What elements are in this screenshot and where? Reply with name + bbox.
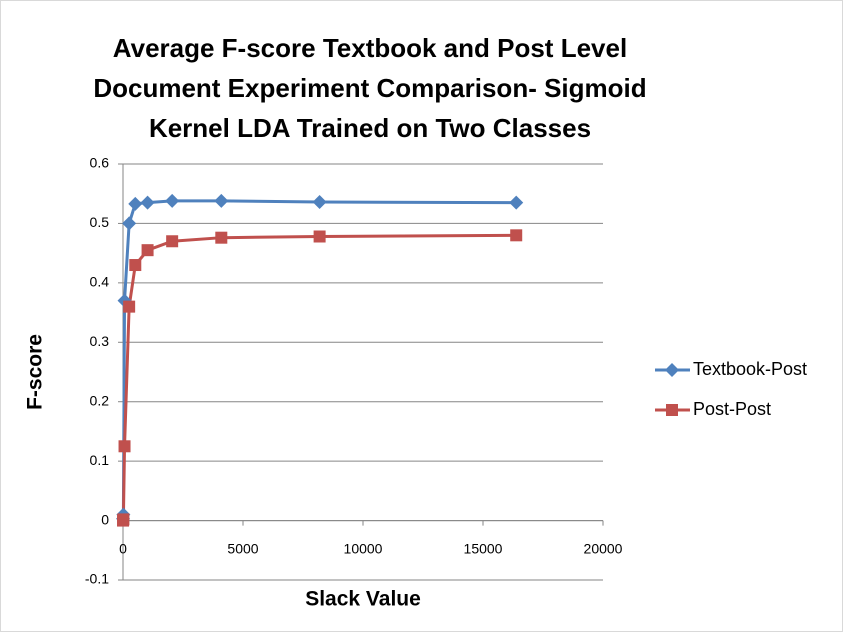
x-tick-label: 0 <box>119 540 127 556</box>
y-tick-label: 0.3 <box>90 333 110 349</box>
y-tick-label: 0.1 <box>90 452 110 468</box>
data-point <box>215 231 228 244</box>
data-point <box>166 235 179 248</box>
x-tick-label: 10000 <box>344 540 383 556</box>
data-point <box>118 440 131 453</box>
data-point <box>122 216 137 231</box>
x-tick-label: 15000 <box>464 540 503 556</box>
data-point <box>141 244 154 257</box>
data-point <box>312 195 327 210</box>
legend-marker <box>665 363 679 377</box>
legend-label: Textbook-Post <box>693 359 807 379</box>
data-point <box>510 229 523 242</box>
data-point <box>140 195 155 210</box>
legend-label: Post-Post <box>693 399 771 419</box>
y-tick-label: 0.2 <box>90 392 110 408</box>
series-line <box>121 233 517 522</box>
data-point <box>117 513 130 526</box>
data-point <box>509 195 524 210</box>
y-tick-label: 0.5 <box>90 214 110 230</box>
data-point <box>129 259 142 272</box>
legend-marker <box>666 404 678 416</box>
x-tick-label: 5000 <box>227 540 258 556</box>
y-tick-label: 0.6 <box>90 155 110 171</box>
chart-title: Average F-score Textbook and Post Level … <box>93 33 647 143</box>
data-point <box>313 230 326 243</box>
y-tick-label: 0 <box>101 511 109 527</box>
data-point <box>214 193 229 208</box>
y-tick-label: 0.4 <box>90 274 110 290</box>
y-tick-label: -0.1 <box>85 571 109 587</box>
x-axis-title: Slack Value <box>305 588 421 611</box>
y-axis-title: F-score <box>24 334 47 410</box>
data-point <box>123 300 136 313</box>
data-point <box>165 193 180 208</box>
data-point <box>128 196 143 211</box>
x-tick-label: 20000 <box>584 540 623 556</box>
